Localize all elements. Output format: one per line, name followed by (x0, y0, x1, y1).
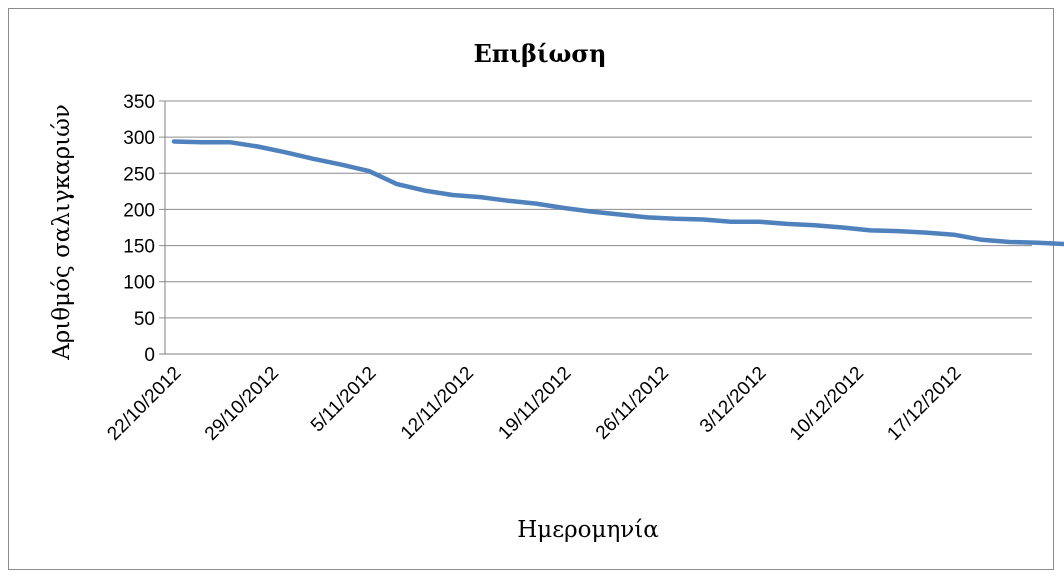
chart-title: Επιβίωση (473, 39, 606, 68)
x-tick-label: 10/12/2012 (786, 363, 868, 445)
x-tick-label: 19/11/2012 (494, 363, 575, 444)
y-tick-label: 100 (123, 273, 155, 294)
x-tick-label: 22/10/2012 (103, 363, 185, 445)
x-tick-label: 12/11/2012 (397, 363, 478, 444)
y-tick-label: 150 (123, 237, 155, 258)
y-tick-label: 0 (144, 345, 155, 366)
x-tick-label: 3/12/2012 (696, 363, 771, 438)
x-tick-label: 29/10/2012 (201, 363, 283, 445)
x-tick-labels: 22/10/2012 29/10/2012 5/11/2012 12/11/2012 1… (103, 363, 965, 445)
y-tick-label: 200 (123, 200, 155, 221)
chart-frame (8, 8, 1054, 570)
series-line (171, 139, 1064, 247)
y-tick-label: 250 (123, 164, 155, 185)
y-axis-label: Αριθμός σαλιγκαριών (49, 104, 75, 361)
y-tick-labels: 0 50 100 150 200 250 300 350 (123, 92, 155, 366)
x-tick-label: 5/11/2012 (307, 363, 381, 437)
x-axis-label: Ημερομηνία (517, 517, 659, 543)
y-tick-label: 50 (134, 309, 155, 330)
y-tick-label: 300 (123, 128, 155, 149)
x-tick-label: 17/12/2012 (883, 363, 965, 445)
x-tick-label: 26/11/2012 (592, 363, 673, 444)
y-tick-label: 350 (123, 92, 155, 113)
gridlines (159, 100, 1032, 355)
